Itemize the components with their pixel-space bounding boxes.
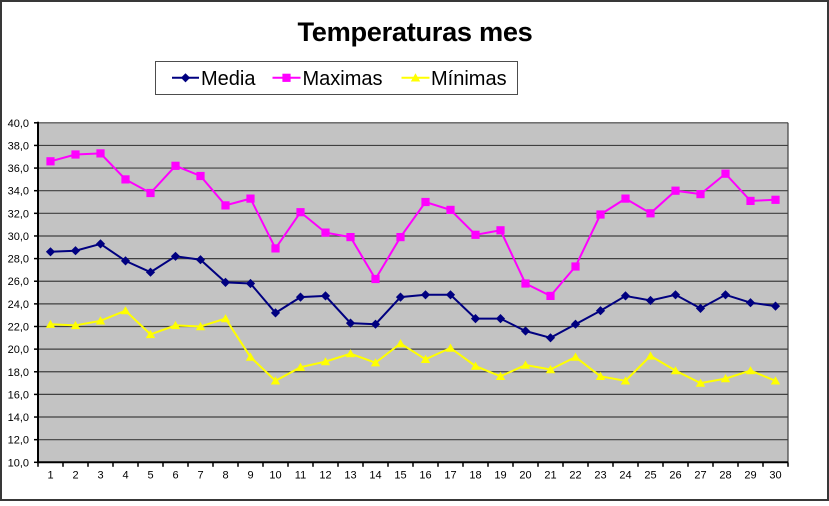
- svg-text:18: 18: [469, 470, 481, 482]
- svg-text:34,0: 34,0: [8, 186, 29, 198]
- svg-text:6: 6: [172, 470, 178, 482]
- svg-text:12,0: 12,0: [8, 435, 29, 447]
- svg-text:32,0: 32,0: [8, 208, 29, 220]
- svg-text:8: 8: [222, 470, 228, 482]
- svg-text:27: 27: [694, 470, 706, 482]
- svg-text:24,0: 24,0: [8, 299, 29, 311]
- svg-text:29: 29: [744, 470, 756, 482]
- svg-text:16: 16: [419, 470, 431, 482]
- svg-text:30,0: 30,0: [8, 231, 29, 243]
- svg-text:7: 7: [197, 470, 203, 482]
- svg-text:19: 19: [494, 470, 506, 482]
- svg-text:13: 13: [344, 470, 356, 482]
- svg-text:Mínimas: Mínimas: [431, 68, 507, 90]
- svg-text:5: 5: [147, 470, 153, 482]
- svg-text:28,0: 28,0: [8, 254, 29, 266]
- svg-text:40,0: 40,0: [8, 118, 29, 130]
- svg-text:3: 3: [97, 470, 103, 482]
- svg-text:38,0: 38,0: [8, 140, 29, 152]
- svg-text:Media: Media: [201, 68, 256, 90]
- svg-text:15: 15: [394, 470, 406, 482]
- svg-text:14,0: 14,0: [8, 412, 29, 424]
- svg-text:17: 17: [444, 470, 456, 482]
- svg-text:16,0: 16,0: [8, 389, 29, 401]
- svg-text:26,0: 26,0: [8, 276, 29, 288]
- svg-text:22,0: 22,0: [8, 322, 29, 334]
- svg-text:26: 26: [669, 470, 681, 482]
- svg-text:20: 20: [519, 470, 531, 482]
- svg-text:Maximas: Maximas: [303, 68, 383, 90]
- svg-text:20,0: 20,0: [8, 344, 29, 356]
- svg-text:Temperaturas mes: Temperaturas mes: [298, 16, 533, 47]
- svg-text:9: 9: [247, 470, 253, 482]
- svg-text:18,0: 18,0: [8, 367, 29, 379]
- svg-text:10,0: 10,0: [8, 457, 29, 469]
- svg-text:10: 10: [269, 470, 281, 482]
- svg-text:22: 22: [569, 470, 581, 482]
- svg-text:14: 14: [369, 470, 381, 482]
- svg-text:24: 24: [619, 470, 631, 482]
- svg-text:4: 4: [122, 470, 128, 482]
- svg-text:30: 30: [769, 470, 781, 482]
- svg-text:28: 28: [719, 470, 731, 482]
- svg-text:21: 21: [544, 470, 556, 482]
- svg-text:25: 25: [644, 470, 656, 482]
- svg-text:2: 2: [72, 470, 78, 482]
- svg-text:1: 1: [47, 470, 53, 482]
- svg-text:12: 12: [319, 470, 331, 482]
- svg-text:23: 23: [594, 470, 606, 482]
- svg-text:11: 11: [295, 470, 306, 482]
- svg-text:36,0: 36,0: [8, 163, 29, 175]
